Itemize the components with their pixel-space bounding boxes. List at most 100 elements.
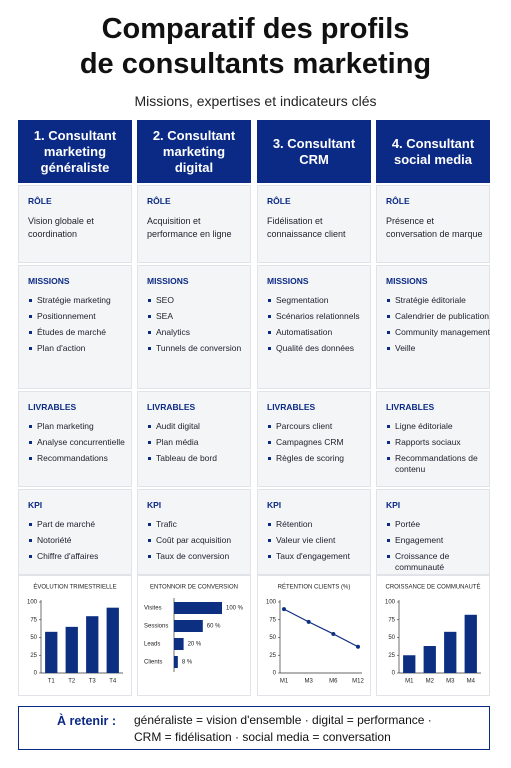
column-title-line: CRM — [299, 151, 329, 167]
bar — [403, 655, 416, 673]
x-tick-label: M2 — [426, 679, 435, 685]
section-label: MISSIONS — [147, 276, 189, 286]
list-item: SEO — [147, 295, 252, 306]
mini-chart: RÉTENTION CLIENTS (%) 0 25 50 75 100 M1 M3 M6 M12 — [257, 575, 371, 696]
list-item: Études de marché — [28, 327, 133, 338]
list-item: Notoriété — [28, 535, 133, 546]
bar — [174, 620, 203, 632]
mini-chart: CROISSANCE DE COMMUNAUTÉ 0 25 50 75 100 M1 M2 M3… — [376, 575, 490, 696]
bar — [464, 614, 477, 673]
column-title-line: généraliste — [40, 159, 110, 175]
title-line: Comparatif des profils — [101, 13, 410, 45]
list-item: Plan d'action — [28, 343, 133, 354]
chart-title: ENTONNOIR DE CONVERSION — [150, 585, 238, 591]
column-title-line: marketing — [43, 143, 107, 159]
bar — [174, 638, 184, 650]
chart-svg: CROISSANCE DE COMMUNAUTÉ 0 25 50 75 100 M1 M2 M3… — [385, 584, 481, 685]
y-tick-label: 50 — [30, 635, 37, 641]
y-tick-label: 100 — [27, 600, 38, 606]
column-title-line: 1. Consultant — [33, 127, 117, 143]
list-item: Plan marketing — [28, 421, 133, 432]
section-label: KPI — [267, 500, 282, 510]
y-tick-label: 100 — [385, 600, 396, 606]
x-tick-label: T3 — [89, 679, 97, 685]
footer-line: généraliste = vision d'ensemble · digita… — [134, 713, 432, 727]
list-item: Valeur vie client — [267, 535, 372, 546]
role-text: Vision globale et coordination — [28, 216, 94, 239]
point — [306, 619, 311, 624]
bar — [174, 602, 222, 614]
kpis-list: Rétention Valeur vie client Taux d'engagem… — [267, 519, 370, 562]
section-label: KPI — [28, 500, 43, 510]
list-item: Veille — [386, 343, 491, 354]
footer: À retenir : généraliste = vision d'ensem… — [18, 706, 490, 750]
bar — [423, 646, 436, 673]
column-header: 1. Consultant marketing généraliste — [18, 120, 132, 183]
list-item: Analytics — [147, 327, 252, 338]
category-label: Leads — [144, 642, 160, 648]
list-item: Tableau de bord — [147, 453, 252, 464]
missions-section: MISSIONS SEO SEA Analytics Tunnels de conver… — [137, 265, 251, 389]
missions-section: MISSIONS Stratégie marketing Positionnemen… — [18, 265, 132, 389]
role-text: Présence et conversation de marque — [386, 216, 483, 239]
missions-list: Segmentation Scénarios relationnels Automa… — [267, 295, 370, 354]
category-label: Clients — [144, 660, 162, 666]
list-item: Rapports sociaux — [386, 437, 491, 448]
kpis-section: KPI Part de marché Notoriété Chiffre d'affa… — [18, 489, 132, 575]
point — [331, 631, 336, 636]
list-item: Engagement — [386, 535, 491, 546]
y-tick-label: 25 — [269, 653, 276, 659]
value-label: 60 % — [207, 624, 221, 630]
category-label: Sessions — [144, 624, 168, 630]
list-item: Community management — [386, 327, 491, 338]
y-tick-label: 75 — [30, 617, 37, 623]
column-title-line: 3. Consultant — [272, 135, 356, 151]
list-item: Positionnement — [28, 311, 133, 322]
missions-section: MISSIONS Segmentation Scénarios relationne… — [257, 265, 371, 389]
bar — [444, 631, 457, 673]
footer-label: À retenir : — [57, 714, 117, 728]
bar — [86, 616, 99, 673]
value-label: 8 % — [182, 660, 193, 666]
list-item: SEA — [147, 311, 252, 322]
kpis-list: Part de marché Notoriété Chiffre d'affaire… — [28, 519, 131, 562]
y-tick-label: 75 — [388, 617, 395, 623]
missions-list: SEO SEA Analytics Tunnels de conversion — [147, 295, 250, 354]
x-tick-label: M4 — [467, 679, 476, 685]
kpis-list: Trafic Coût par acquisition Taux de conver… — [147, 519, 250, 562]
subtitle: Missions, expertises et indicateurs clés — [134, 93, 377, 109]
mini-chart: ÉVOLUTION TRIMESTRIELLE 0 25 50 75 100 T1 T2 T3 T… — [18, 575, 132, 696]
profile-column: 1. Consultant marketing généraliste RÔLE Vis… — [18, 120, 132, 696]
profile-column: 2. Consultant marketing digital RÔLE Acquisi… — [137, 120, 251, 696]
chart-title: ÉVOLUTION TRIMESTRIELLE — [33, 584, 116, 591]
bar — [45, 631, 58, 673]
y-tick-label: 75 — [269, 617, 276, 623]
deliverables-list: Ligne éditoriale Rapports sociaux Recomman… — [386, 421, 489, 475]
list-item: Rétention — [267, 519, 372, 530]
kpis-section: KPI Portée Engagement Croissance de communa… — [376, 489, 490, 575]
section-label: MISSIONS — [386, 276, 428, 286]
profile-column: 3. Consultant CRM RÔLE Fidélisation et conn… — [257, 120, 371, 696]
x-tick-label: M1 — [405, 679, 414, 685]
chart-title: RÉTENTION CLIENTS (%) — [278, 584, 351, 591]
section-label: MISSIONS — [267, 276, 309, 286]
list-item: Stratégie éditoriale — [386, 295, 491, 306]
y-tick-label: 0 — [392, 671, 396, 677]
x-tick-label: T2 — [68, 679, 76, 685]
list-item: Qualité des données — [267, 343, 372, 354]
section-label: LIVRABLES — [28, 402, 77, 412]
chart-title: CROISSANCE DE COMMUNAUTÉ — [385, 584, 480, 591]
role-section: RÔLE Acquisition et performance en ligne — [137, 185, 251, 263]
y-tick-label: 25 — [388, 653, 395, 659]
y-tick-label: 0 — [34, 671, 38, 677]
section-label: MISSIONS — [28, 276, 70, 286]
y-tick-label: 25 — [30, 653, 37, 659]
point — [282, 607, 286, 612]
section-label: LIVRABLES — [386, 402, 435, 412]
deliverables-list: Audit digital Plan média Tableau de bord — [147, 421, 250, 464]
list-item: Tunnels de conversion — [147, 343, 252, 354]
list-item: Portée — [386, 519, 491, 530]
list-item: Croissance de communauté — [386, 551, 491, 573]
list-item: Segmentation — [267, 295, 372, 306]
